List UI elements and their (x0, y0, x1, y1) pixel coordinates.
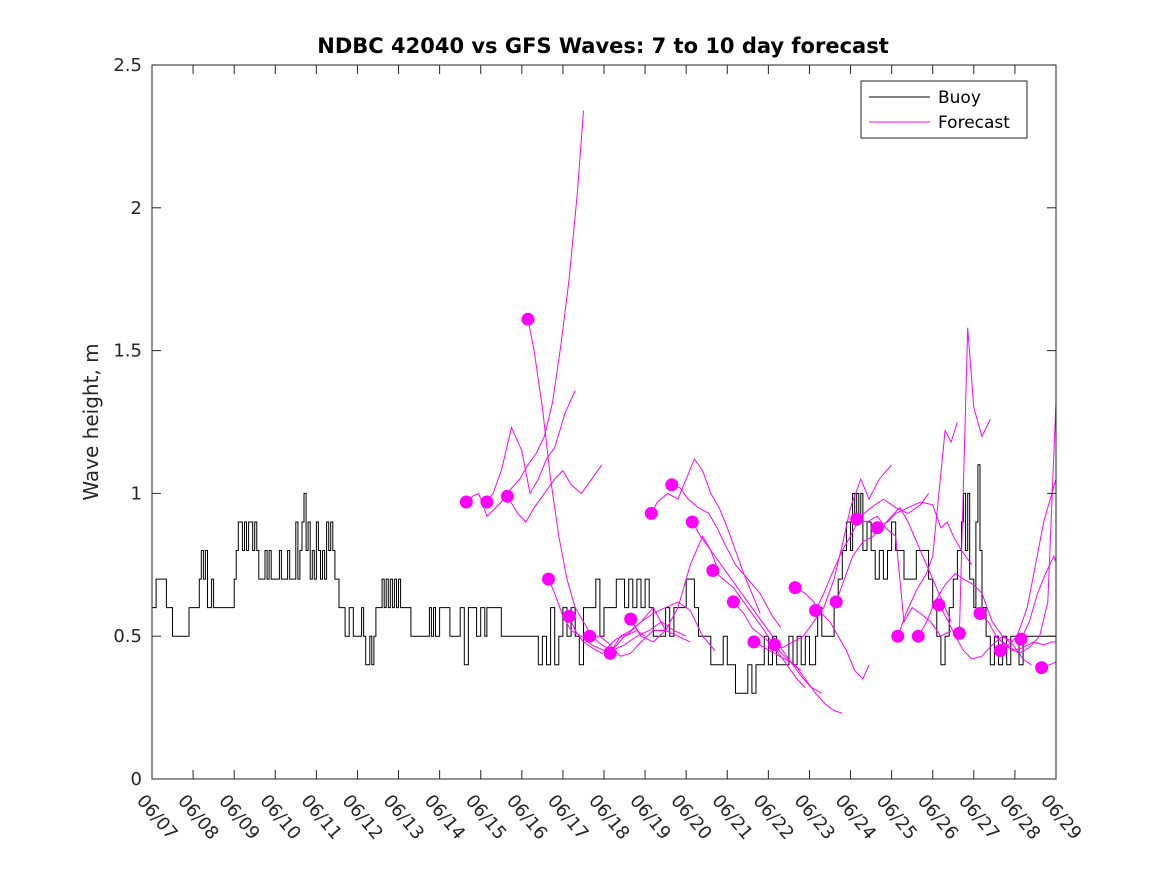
series-line-forecast (609, 601, 716, 654)
y-axis-label: Wave height, m (79, 343, 103, 500)
series-line-forecast (1000, 478, 1057, 651)
y-tick-label: 2 (131, 198, 142, 219)
forecast-marker (665, 478, 679, 492)
forecast-marker (932, 598, 946, 612)
series-line-forecast (691, 521, 802, 671)
y-tick-label: 0 (131, 769, 142, 790)
forecast-marker (480, 495, 494, 509)
forecast-marker (685, 515, 699, 529)
series-line-forecast (979, 613, 1056, 652)
series-line-forecast (486, 390, 576, 503)
y-tick-label: 1.5 (113, 341, 142, 362)
forecast-marker (624, 612, 638, 626)
forecast-marker (521, 312, 535, 326)
forecast-marker (747, 635, 761, 649)
series-line-forecast (815, 493, 930, 611)
forecast-marker (726, 595, 740, 609)
forecast-marker (788, 581, 802, 595)
y-tick-label: 0.5 (113, 626, 142, 647)
series-line-forecast (877, 501, 973, 566)
forecast-marker (911, 629, 925, 643)
series-line-forecast (527, 319, 646, 652)
forecast-marker (768, 638, 781, 652)
series-line-forecast (835, 506, 952, 623)
series-line-forecast (774, 464, 892, 649)
series-line-forecast (1020, 554, 1057, 640)
forecast-marker (809, 604, 823, 617)
axes-background (152, 65, 1056, 779)
series-line-forecast (794, 587, 870, 680)
series-line-forecast (753, 641, 843, 714)
legend-box (860, 80, 1028, 139)
forecast-marker (973, 606, 987, 620)
forecast-marker (542, 572, 555, 586)
chart-title: NDBC 42040 vs GFS Waves: 7 to 10 day for… (317, 34, 888, 58)
series-line-forecast (897, 421, 958, 637)
forecast-marker (1014, 632, 1028, 646)
forecast-marker (644, 506, 658, 520)
y-tick-label: 1 (131, 483, 142, 504)
forecast-marker (952, 626, 966, 640)
series-line-forecast (671, 484, 782, 628)
forecast-marker (829, 595, 843, 609)
forecast-marker (459, 495, 473, 509)
series-line-forecast (958, 327, 991, 634)
forecast-marker (994, 644, 1007, 657)
series-line-forecast (589, 630, 691, 657)
series-line-forecast (650, 458, 761, 614)
forecast-marker (891, 629, 905, 643)
forecast-marker (706, 564, 720, 577)
forecast-marker (562, 609, 576, 623)
series-line-forecast (630, 535, 720, 643)
legend-label-forecast: Forecast (938, 113, 1010, 133)
forecast-marker (870, 521, 884, 535)
series-layer (152, 110, 1057, 714)
plot-area: 00.511.522.506/0706/0806/0906/1006/1106/… (113, 55, 1085, 844)
series-line-forecast (568, 616, 687, 654)
legend: Buoy Forecast (860, 80, 1028, 139)
forecast-marker (1035, 661, 1049, 675)
series-line-forecast (712, 570, 806, 688)
legend-label-buoy: Buoy (938, 88, 981, 108)
series-line-forecast (994, 401, 1057, 654)
series-line-forecast (917, 572, 1014, 643)
forecast-marker (850, 512, 864, 526)
series-line-forecast (548, 578, 667, 652)
forecast-marker (500, 489, 514, 503)
forecast-marker (603, 646, 617, 660)
forecast-marker (583, 629, 597, 643)
series-line-forecast (506, 464, 603, 523)
y-tick-label: 2.5 (113, 55, 142, 76)
series-line-forecast (733, 601, 823, 694)
series-line-buoy (152, 464, 1056, 694)
series-line-forecast (856, 515, 952, 637)
